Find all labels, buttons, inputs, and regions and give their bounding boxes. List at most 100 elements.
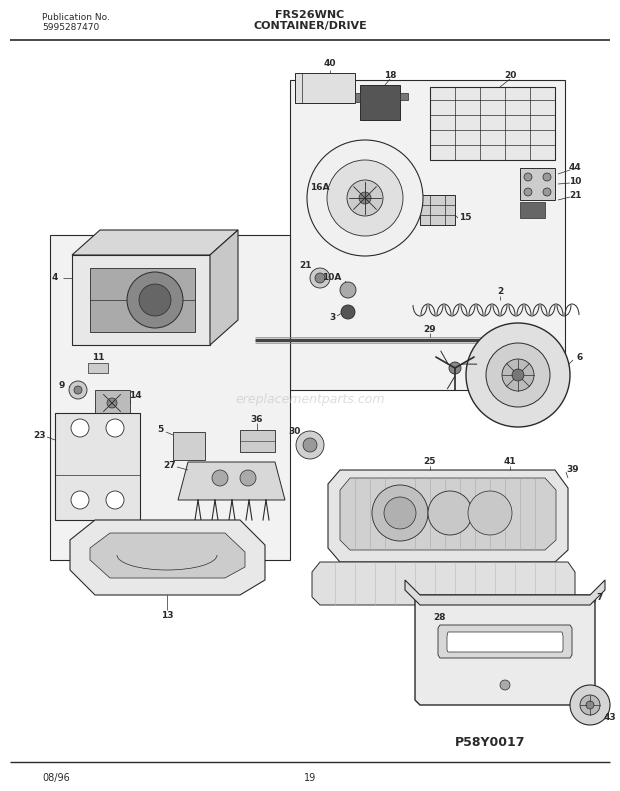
Circle shape [543, 188, 551, 196]
Text: 30: 30 [289, 427, 301, 437]
Circle shape [468, 491, 512, 535]
Circle shape [543, 173, 551, 181]
Text: 28: 28 [434, 614, 446, 623]
Text: 36: 36 [250, 415, 264, 425]
Polygon shape [405, 580, 605, 605]
Text: 10: 10 [569, 177, 581, 187]
Circle shape [580, 695, 600, 715]
Polygon shape [340, 478, 556, 550]
Polygon shape [290, 80, 565, 390]
Circle shape [500, 680, 510, 690]
Text: FRS26WNC: FRS26WNC [275, 10, 345, 20]
Text: 18: 18 [384, 71, 396, 81]
Polygon shape [520, 202, 545, 218]
Text: 15: 15 [459, 214, 471, 222]
Text: 3: 3 [329, 313, 335, 323]
Circle shape [303, 438, 317, 452]
Polygon shape [50, 235, 290, 560]
Circle shape [127, 272, 183, 328]
Text: 21: 21 [569, 191, 582, 200]
Polygon shape [378, 175, 415, 222]
Text: 17: 17 [484, 347, 497, 357]
Text: 08/96: 08/96 [42, 773, 69, 783]
Text: 7: 7 [597, 593, 603, 603]
Polygon shape [355, 93, 360, 102]
Circle shape [139, 284, 171, 316]
Circle shape [74, 386, 82, 394]
Text: P58Y0017: P58Y0017 [454, 736, 525, 748]
Text: 29: 29 [423, 326, 436, 335]
Polygon shape [328, 470, 568, 562]
Polygon shape [178, 462, 285, 500]
Circle shape [512, 369, 524, 381]
Circle shape [71, 419, 89, 437]
Circle shape [212, 470, 228, 486]
Text: 20: 20 [504, 71, 516, 81]
Polygon shape [210, 230, 238, 345]
Polygon shape [447, 632, 563, 652]
Polygon shape [520, 168, 555, 200]
Circle shape [341, 305, 355, 319]
Circle shape [307, 140, 423, 256]
Polygon shape [90, 268, 195, 332]
Polygon shape [312, 562, 575, 605]
Polygon shape [360, 85, 400, 120]
Text: 14: 14 [129, 391, 141, 399]
Circle shape [71, 491, 89, 509]
Text: 39: 39 [567, 465, 579, 475]
Polygon shape [295, 73, 355, 103]
Polygon shape [72, 230, 238, 255]
Text: 4: 4 [52, 274, 58, 282]
Text: Publication No.: Publication No. [42, 13, 110, 22]
Text: 41: 41 [503, 457, 516, 467]
Circle shape [384, 497, 416, 529]
Text: 11: 11 [92, 354, 104, 362]
Polygon shape [430, 87, 555, 160]
Circle shape [106, 419, 124, 437]
Text: 43: 43 [604, 713, 616, 722]
Circle shape [69, 381, 87, 399]
Circle shape [106, 491, 124, 509]
Polygon shape [415, 595, 595, 705]
Circle shape [486, 343, 550, 407]
Text: 44: 44 [569, 164, 582, 172]
Text: CONTAINER/DRIVE: CONTAINER/DRIVE [253, 21, 367, 31]
Text: 25: 25 [423, 457, 436, 467]
Circle shape [449, 362, 461, 374]
Text: 5995287470: 5995287470 [42, 23, 99, 32]
Circle shape [524, 173, 532, 181]
Text: ereplacementparts.com: ereplacementparts.com [235, 393, 385, 407]
Text: 10A: 10A [322, 274, 342, 282]
Circle shape [315, 273, 325, 283]
Circle shape [570, 685, 610, 725]
Polygon shape [70, 520, 265, 595]
Polygon shape [400, 93, 408, 100]
Circle shape [524, 188, 532, 196]
Polygon shape [90, 533, 245, 578]
Circle shape [466, 323, 570, 427]
Polygon shape [420, 195, 455, 225]
Polygon shape [55, 413, 140, 520]
Text: 40: 40 [324, 59, 336, 69]
Text: 2: 2 [497, 287, 503, 297]
Circle shape [347, 180, 383, 216]
Circle shape [359, 192, 371, 204]
Polygon shape [173, 432, 205, 460]
Text: 19: 19 [304, 773, 316, 783]
Polygon shape [72, 255, 210, 345]
Circle shape [327, 160, 403, 236]
Text: 6: 6 [577, 354, 583, 362]
Circle shape [586, 701, 594, 709]
Circle shape [296, 431, 324, 459]
Circle shape [240, 470, 256, 486]
Polygon shape [88, 363, 108, 373]
Circle shape [428, 491, 472, 535]
Text: 27: 27 [164, 460, 176, 470]
Circle shape [372, 485, 428, 541]
Text: 21: 21 [299, 262, 311, 271]
Circle shape [310, 268, 330, 288]
Polygon shape [438, 625, 572, 658]
Text: 9: 9 [59, 380, 65, 389]
Circle shape [107, 398, 117, 408]
Polygon shape [240, 430, 275, 452]
